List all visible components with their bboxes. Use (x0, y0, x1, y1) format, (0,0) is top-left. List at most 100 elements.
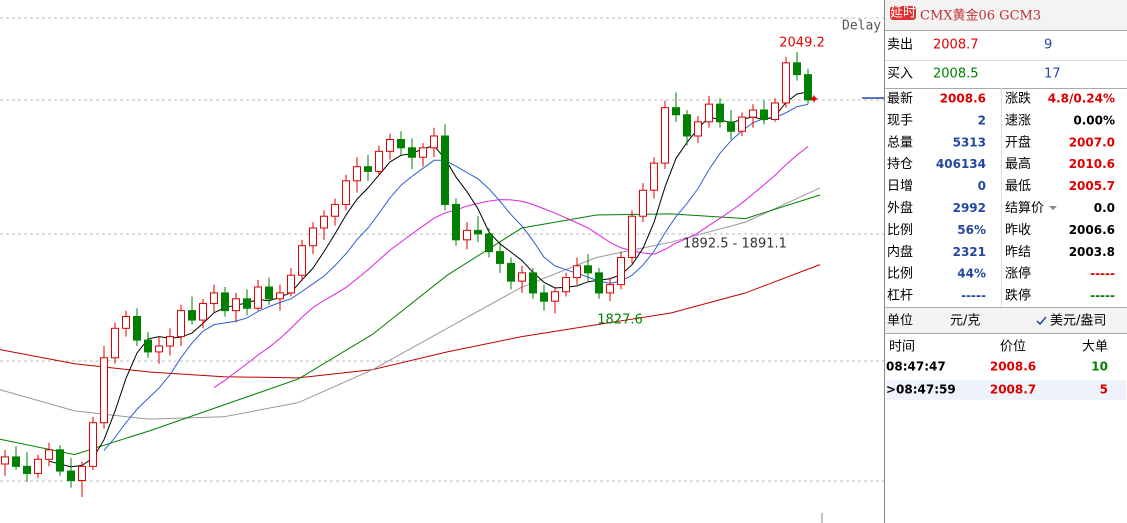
stat-value: 44% (957, 267, 986, 281)
candle-body (188, 310, 196, 321)
candle-body (221, 292, 229, 312)
candle-body (573, 265, 581, 279)
ma-line (0, 264, 821, 379)
candle-body (23, 465, 31, 474)
candle-body (804, 74, 812, 101)
ma-line (0, 194, 821, 456)
quote-qty: 17 (1044, 67, 1061, 82)
unit-option[interactable]: 元/克 (950, 314, 980, 329)
chart-bg (0, 0, 884, 523)
stat-value: 0.0 (1094, 201, 1115, 215)
stat-value: 2010.6 (1069, 157, 1115, 171)
badge (890, 6, 916, 20)
candle-body (683, 114, 691, 137)
candle-body (529, 272, 537, 294)
candle-body (606, 284, 614, 294)
quote-label: 买入 (887, 67, 913, 82)
trade-time: 08:47:47 (886, 360, 946, 374)
candle-body (782, 62, 790, 104)
candle-body (100, 357, 108, 424)
candle-body (78, 465, 86, 482)
candle-body (386, 139, 394, 152)
candle-body (1, 456, 9, 465)
candle-body (738, 116, 746, 132)
stat-label: 最低 (1005, 179, 1031, 194)
candle-body (397, 139, 405, 149)
ma-short (103, 103, 809, 451)
candle-body (309, 227, 317, 247)
candle-body (595, 272, 603, 294)
candle-body (177, 310, 185, 338)
candle-body (771, 102, 779, 120)
candle-body (727, 121, 735, 132)
candle-body (133, 316, 141, 341)
candle-body (243, 298, 251, 309)
candle-body (419, 147, 427, 158)
trade-time: >08:47:59 (886, 383, 956, 397)
candle-body (441, 135, 449, 205)
stat-value: 2008.6 (940, 92, 986, 106)
trade-header: 价位 (1000, 340, 1026, 355)
stat-label: 杠杆 (887, 288, 913, 304)
candle-body (364, 166, 372, 172)
stat-value: 2321 (953, 245, 986, 259)
quote-price: 2008.7 (933, 38, 979, 53)
stat-label: 比例 (887, 223, 913, 238)
stat-value: 0.00% (1073, 113, 1115, 127)
candle-body (496, 251, 504, 264)
check[interactable] (1036, 316, 1047, 326)
stat-value: ----- (1090, 267, 1115, 281)
candle-body (760, 109, 768, 120)
stat-value: 4.8/0.24% (1048, 92, 1115, 106)
candle-body (617, 257, 625, 286)
candle-body (672, 107, 680, 116)
candle-body (639, 189, 647, 217)
ma-short (213, 146, 809, 388)
quote-label: 卖出 (887, 38, 913, 53)
candle-body (320, 215, 328, 229)
stat-label: 结算价 (1005, 201, 1044, 216)
stat-label: 速涨 (1005, 113, 1031, 128)
unit-label: 单位 (887, 314, 913, 329)
candle-body (298, 245, 306, 276)
annotation: 1827.6 (597, 313, 643, 328)
candle-body (342, 180, 350, 205)
dropdown[interactable] (1049, 206, 1057, 210)
quote-qty: 9 (1044, 38, 1052, 53)
candle-body (463, 229, 471, 241)
trade-header: 时间 (889, 340, 915, 355)
stat-label: 持仓 (887, 157, 913, 172)
candle-body (331, 203, 339, 217)
stat-value: 2003.8 (1069, 245, 1115, 259)
candle-body (375, 150, 383, 172)
stat-value: 2006.6 (1069, 223, 1115, 237)
last-dot: ✦ (809, 92, 820, 107)
candle-body (430, 135, 438, 149)
candle-body (793, 62, 801, 76)
candle-body (287, 274, 295, 294)
stat-value: 0 (978, 179, 986, 193)
candle-body (276, 292, 284, 300)
ma-line (0, 187, 821, 420)
badge-text: 延时 (890, 6, 916, 21)
stat-label: 最高 (1005, 156, 1031, 172)
stat-label: 现手 (887, 113, 913, 128)
stat-value: ----- (961, 289, 986, 303)
unit-option[interactable]: 美元/盎司 (1050, 314, 1106, 329)
trade-qty: 5 (1100, 383, 1108, 397)
trade-price: 2008.6 (990, 360, 1036, 374)
candle-body (353, 166, 361, 182)
candle-body (144, 339, 152, 353)
candle-body (254, 286, 262, 309)
candle-body (452, 203, 460, 241)
stat-label: 内盘 (887, 244, 913, 260)
candle-body (122, 316, 130, 329)
stat-label: 外盘 (887, 200, 913, 216)
candle-body (507, 262, 515, 282)
stat-value: 2005.7 (1069, 179, 1115, 193)
unit-bar (885, 308, 1127, 333)
candle-body (716, 103, 724, 123)
stat-label: 总量 (887, 135, 913, 150)
candle-body (650, 162, 658, 191)
